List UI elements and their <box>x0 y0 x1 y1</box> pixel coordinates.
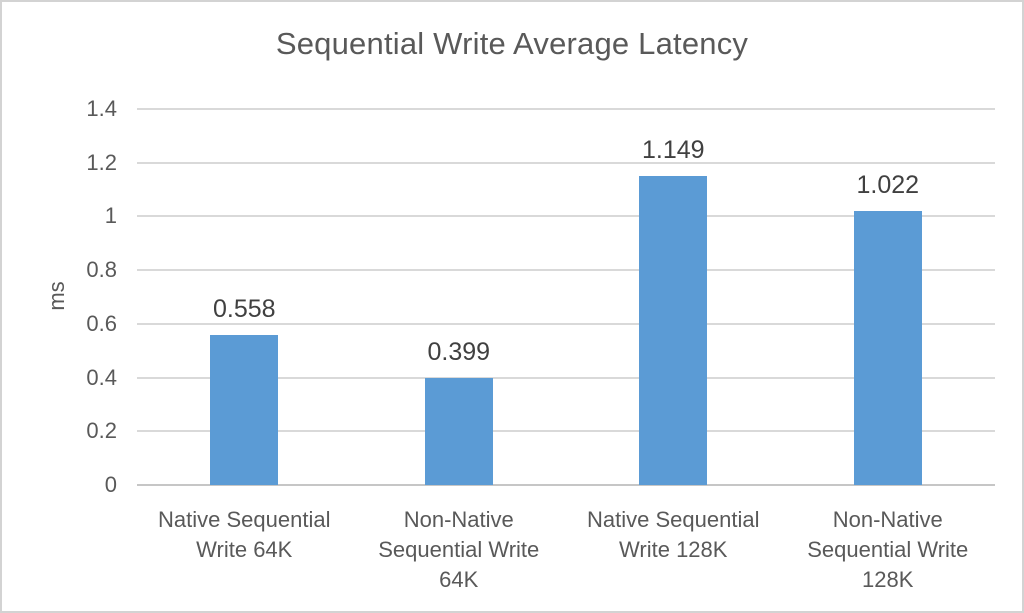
category-label-line: Sequential Write <box>378 537 540 562</box>
y-tick-label: 0.6 <box>86 310 117 336</box>
category-label-line: 64K <box>439 567 479 592</box>
category-label-line: Sequential Write <box>807 537 969 562</box>
y-tick-label: 0.8 <box>86 257 117 283</box>
bar-data-label: 1.149 <box>641 136 705 164</box>
category-label: Non-Native Sequential Write 128K <box>778 505 998 595</box>
bar-data-label: 1.022 <box>856 171 920 199</box>
chart-title: Sequential Write Average Latency <box>275 26 749 61</box>
bar-data-label: 0.558 <box>212 295 276 323</box>
bar <box>210 335 279 485</box>
y-tick-label: 0 <box>104 472 117 497</box>
bar <box>424 378 493 485</box>
y-tick-label: 0.4 <box>86 364 117 390</box>
bar-data-label: 0.399 <box>427 338 491 366</box>
category-label-line: Native Sequential <box>587 507 760 532</box>
gridline <box>137 108 995 110</box>
category-label: Native Sequential Write 128K <box>563 505 783 565</box>
category-label-line: Non-Native <box>403 507 514 532</box>
gridline <box>137 430 995 433</box>
y-tick-label: 0.2 <box>86 418 117 444</box>
category-label-line: Non-Native <box>832 507 943 532</box>
bar <box>853 211 922 485</box>
gridline <box>137 215 995 218</box>
gridline <box>137 269 995 272</box>
gridline <box>137 376 995 379</box>
y-tick-label: 1.4 <box>86 96 117 121</box>
category-label: Native Sequential Write 64K <box>134 505 354 565</box>
category-label-line: Write 128K <box>619 537 728 562</box>
gridline <box>137 322 995 325</box>
gridline <box>137 161 995 164</box>
category-label-line: Native Sequential <box>158 507 331 532</box>
bar <box>639 176 708 485</box>
y-tick-label: 1 <box>104 203 117 229</box>
category-label: Non-Native Sequential Write 64K <box>349 505 569 595</box>
category-label-line: Write 64K <box>196 537 293 562</box>
x-axis-line <box>137 484 995 486</box>
y-tick-label: 1.2 <box>86 149 117 175</box>
category-label-line: 128K <box>862 567 914 592</box>
